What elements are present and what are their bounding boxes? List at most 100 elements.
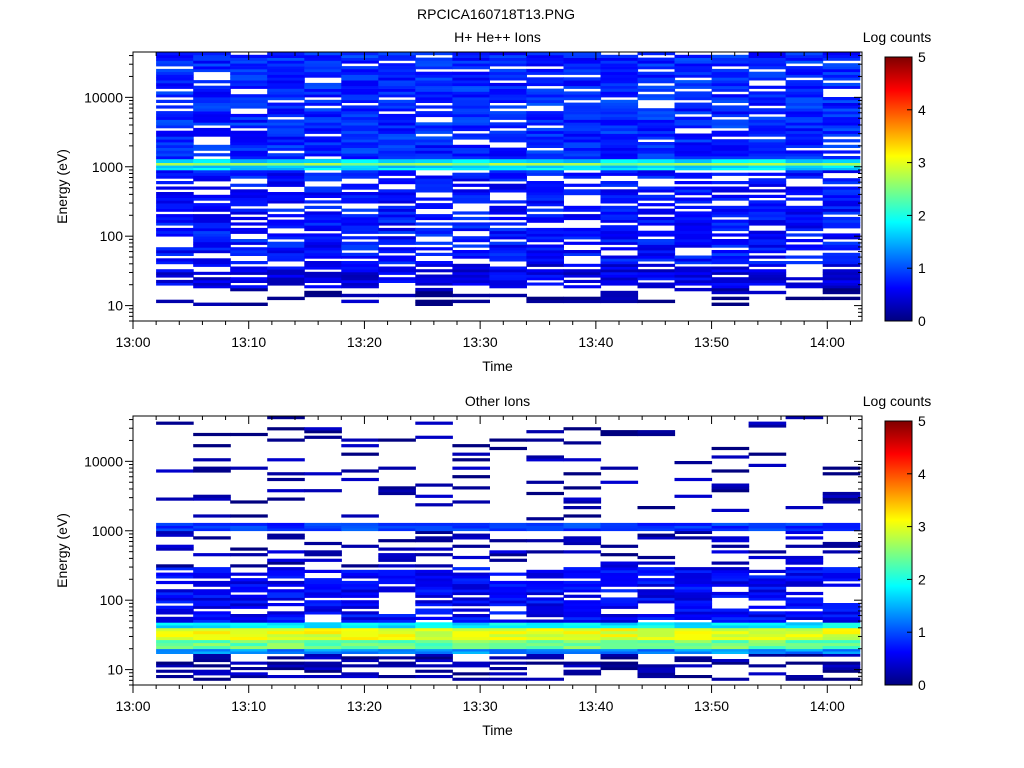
heatmap-cell <box>526 54 564 58</box>
heatmap-cell <box>785 597 824 601</box>
heatmap-cell <box>452 533 490 537</box>
heatmap-cell <box>637 252 676 256</box>
heatmap-cell <box>415 569 453 573</box>
heatmap-cell <box>230 500 268 504</box>
heatmap-cell <box>230 287 268 292</box>
heatmap-cell <box>600 57 639 61</box>
heatmap-cell <box>193 603 231 607</box>
heatmap-cell <box>600 142 639 146</box>
heatmap-cell <box>748 165 787 168</box>
heatmap-cell <box>267 200 305 204</box>
heatmap-cell <box>822 653 861 657</box>
heatmap-cell <box>822 74 861 78</box>
heatmap-cell <box>563 108 602 112</box>
heatmap-cell <box>674 645 713 650</box>
heatmap-cell <box>452 277 490 281</box>
heatmap-cell <box>193 219 231 223</box>
heatmap-cell <box>156 608 194 612</box>
heatmap-cell <box>415 586 453 590</box>
heatmap-cell <box>193 147 231 151</box>
heatmap-cell <box>304 214 342 218</box>
heatmap-cell <box>415 241 453 245</box>
heatmap-cell <box>341 227 379 232</box>
heatmap-cell <box>378 216 416 221</box>
heatmap-cell <box>526 82 564 87</box>
heatmap-cell <box>415 522 453 526</box>
heatmap-cell <box>378 555 416 560</box>
heatmap-cell <box>637 645 676 650</box>
heatmap-cell <box>600 172 639 176</box>
heatmap-cell <box>341 605 379 609</box>
heatmap-cell <box>600 139 639 143</box>
heatmap-cell <box>674 186 713 190</box>
heatmap-cell <box>563 111 602 115</box>
heatmap-cell <box>156 675 194 679</box>
heatmap-cell <box>156 139 194 143</box>
heatmap-cell <box>526 525 564 529</box>
heatmap-cell <box>156 142 194 146</box>
heatmap-cell <box>415 539 453 543</box>
heatmap-cell <box>526 627 564 632</box>
heatmap-cell <box>156 214 194 218</box>
heatmap-cell <box>526 455 564 459</box>
heatmap-cell <box>341 603 379 607</box>
heatmap-cell <box>341 586 379 590</box>
heatmap-cell <box>378 144 416 148</box>
heatmap-cell <box>230 85 268 89</box>
heatmap-cell <box>378 165 416 168</box>
heatmap-cell <box>304 54 342 58</box>
heatmap-cell <box>637 614 676 618</box>
heatmap-cell <box>230 216 268 221</box>
heatmap-cell <box>415 205 453 209</box>
heatmap-cell <box>156 82 194 87</box>
heatmap-cell <box>415 525 453 529</box>
heatmap-cell <box>230 158 268 163</box>
heatmap-cell <box>822 263 861 267</box>
heatmap-cell <box>230 589 268 593</box>
heatmap-cell <box>341 169 379 174</box>
heatmap-cell <box>637 589 676 593</box>
heatmap-cell <box>452 255 490 259</box>
heatmap-cell <box>452 189 490 193</box>
heatmap-cell <box>563 664 602 668</box>
heatmap-cell <box>637 622 676 626</box>
heatmap-cell <box>341 564 379 568</box>
heatmap-cell <box>452 88 490 92</box>
heatmap-cell <box>600 230 639 234</box>
heatmap-cell <box>526 216 564 221</box>
heatmap-cell <box>526 625 564 629</box>
heatmap-cell <box>637 222 676 226</box>
heatmap-cell <box>563 603 602 607</box>
heatmap-cell <box>822 569 861 573</box>
heatmap-cell <box>563 250 602 254</box>
heatmap-cell <box>563 263 602 267</box>
heatmap-cell <box>156 71 194 75</box>
heatmap-cell <box>637 71 676 75</box>
heatmap-cell <box>230 586 268 590</box>
heatmap-cell <box>378 108 416 112</box>
heatmap-cell <box>304 147 342 151</box>
heatmap-cell <box>156 271 194 275</box>
heatmap-cell <box>489 603 527 607</box>
heatmap-cell <box>193 669 231 673</box>
heatmap-cell <box>156 133 194 137</box>
heatmap-cell <box>563 214 602 218</box>
heatmap-cell <box>785 127 824 132</box>
heatmap-cell <box>711 469 750 473</box>
heatmap-cell <box>711 572 750 576</box>
heatmap-cell <box>452 150 490 154</box>
heatmap-cell <box>563 525 602 529</box>
heatmap-cell <box>489 583 527 587</box>
heatmap-cell <box>378 558 416 562</box>
heatmap-cell <box>637 130 676 134</box>
heatmap-cell <box>748 586 787 590</box>
heatmap-cell <box>563 63 602 67</box>
heatmap-cell <box>822 219 861 223</box>
heatmap-cell <box>822 186 861 190</box>
heatmap-cell <box>452 211 490 215</box>
heatmap-cell <box>748 525 787 529</box>
heatmap-cell <box>230 77 268 81</box>
heatmap-cell <box>526 102 564 106</box>
heatmap-cell <box>563 142 602 146</box>
heatmap-cell <box>563 506 602 510</box>
